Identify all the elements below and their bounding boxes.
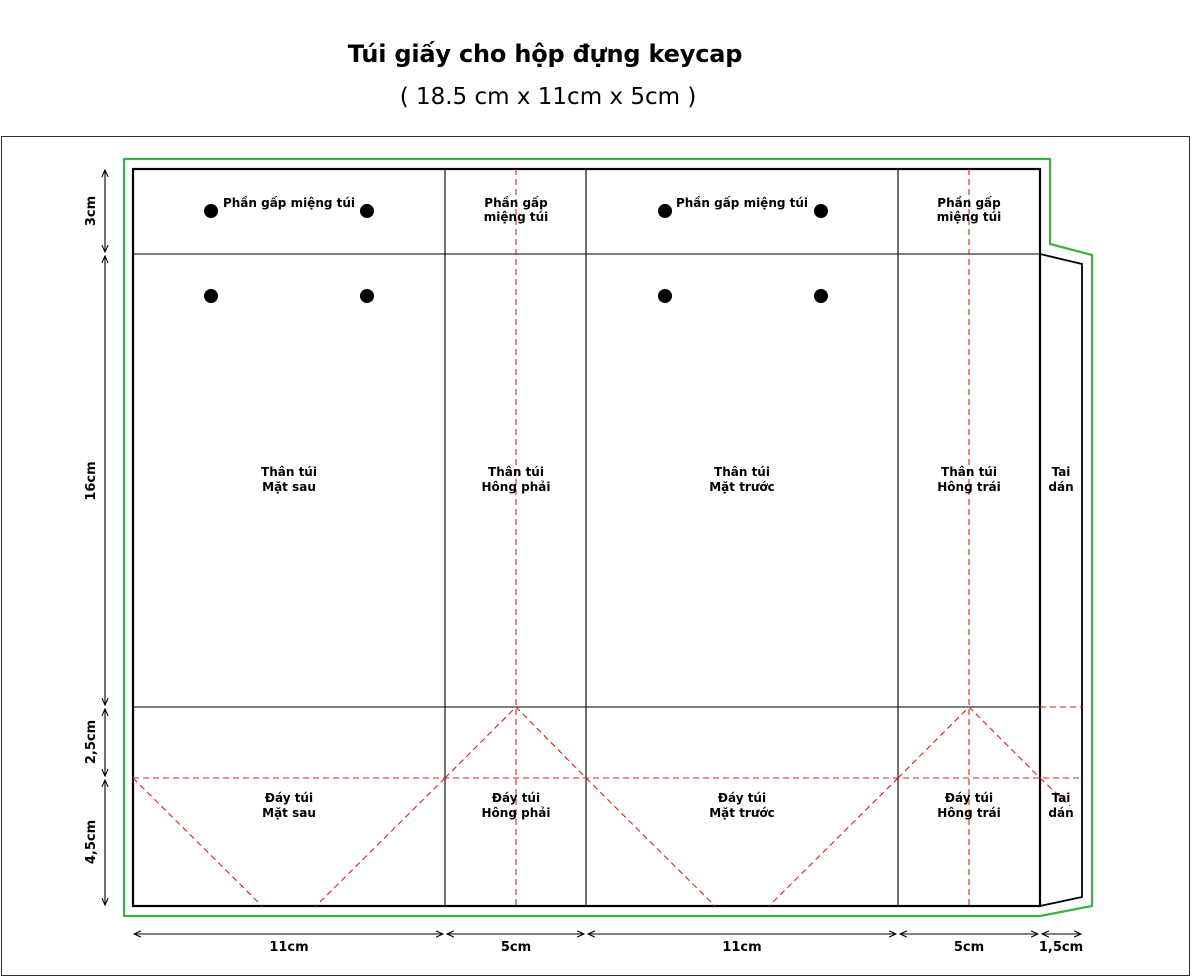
label-bottom-right-2: Hông phải bbox=[482, 806, 551, 820]
handle-hole bbox=[360, 204, 374, 218]
handle-hole bbox=[360, 289, 374, 303]
handle-hole bbox=[204, 204, 218, 218]
handle-holes bbox=[204, 204, 828, 303]
label-tab-1: Tai bbox=[1052, 465, 1071, 479]
label-flap-left-1: Phần gấp bbox=[937, 196, 1001, 210]
label-bottom-left-1: Đáy túi bbox=[945, 791, 993, 805]
label-flap-back: Phần gấp miệng túi bbox=[223, 196, 355, 210]
dim-height-body: 16cm bbox=[84, 461, 99, 500]
label-bottom-left-2: Hông trái bbox=[937, 806, 1000, 820]
label-body-right-2: Hông phải bbox=[482, 480, 551, 494]
diagram-subtitle: ( 18.5 cm x 11cm x 5cm ) bbox=[399, 84, 697, 110]
label-bottom-tab-2: dán bbox=[1048, 806, 1073, 820]
label-flap-right-1: Phần gấp bbox=[484, 196, 548, 210]
diagram-title: Túi giấy cho hộp đựng keycap bbox=[347, 40, 743, 68]
label-bottom-right-1: Đáy túi bbox=[492, 791, 540, 805]
label-flap-right-2: miệng túi bbox=[484, 210, 548, 224]
label-body-back-2: Mặt sau bbox=[262, 480, 316, 494]
panel-dividers bbox=[133, 169, 1040, 906]
dim-width-left: 5cm bbox=[954, 940, 984, 955]
label-body-front-2: Mặt trước bbox=[709, 480, 775, 494]
dim-width-back: 11cm bbox=[269, 940, 308, 955]
label-bottom-front-2: Mặt trước bbox=[709, 806, 775, 820]
label-tab-2: dán bbox=[1048, 480, 1073, 494]
label-body-left-2: Hông trái bbox=[937, 480, 1000, 494]
label-bottom-tab-1: Tai bbox=[1052, 791, 1071, 805]
handle-hole bbox=[814, 289, 828, 303]
label-flap-front: Phần gấp miệng túi bbox=[676, 196, 808, 210]
bleed-outline bbox=[122, 157, 1094, 918]
dim-height-flap: 3cm bbox=[84, 196, 99, 226]
handle-hole bbox=[658, 204, 672, 218]
handle-hole bbox=[204, 289, 218, 303]
drawing-frame bbox=[1, 136, 1190, 976]
dim-width-tab: 1,5cm bbox=[1039, 940, 1083, 955]
label-body-right-1: Thân túi bbox=[488, 465, 544, 479]
label-body-back-1: Thân túi bbox=[261, 465, 317, 479]
dim-height-bottom-upper: 2,5cm bbox=[84, 720, 99, 764]
label-bottom-back-1: Đáy túi bbox=[265, 791, 313, 805]
fold-lines bbox=[132, 169, 1082, 907]
label-body-left-1: Thân túi bbox=[941, 465, 997, 479]
glue-tab-outline bbox=[1039, 253, 1083, 907]
label-flap-left-2: miệng túi bbox=[937, 210, 1001, 224]
dim-width-right: 5cm bbox=[501, 940, 531, 955]
label-bottom-front-1: Đáy túi bbox=[718, 791, 766, 805]
dim-width-front: 11cm bbox=[722, 940, 761, 955]
label-body-front-1: Thân túi bbox=[714, 465, 770, 479]
label-bottom-back-2: Mặt sau bbox=[262, 806, 316, 820]
handle-hole bbox=[814, 204, 828, 218]
handle-hole bbox=[658, 289, 672, 303]
dim-height-bottom-lower: 4,5cm bbox=[84, 820, 99, 864]
